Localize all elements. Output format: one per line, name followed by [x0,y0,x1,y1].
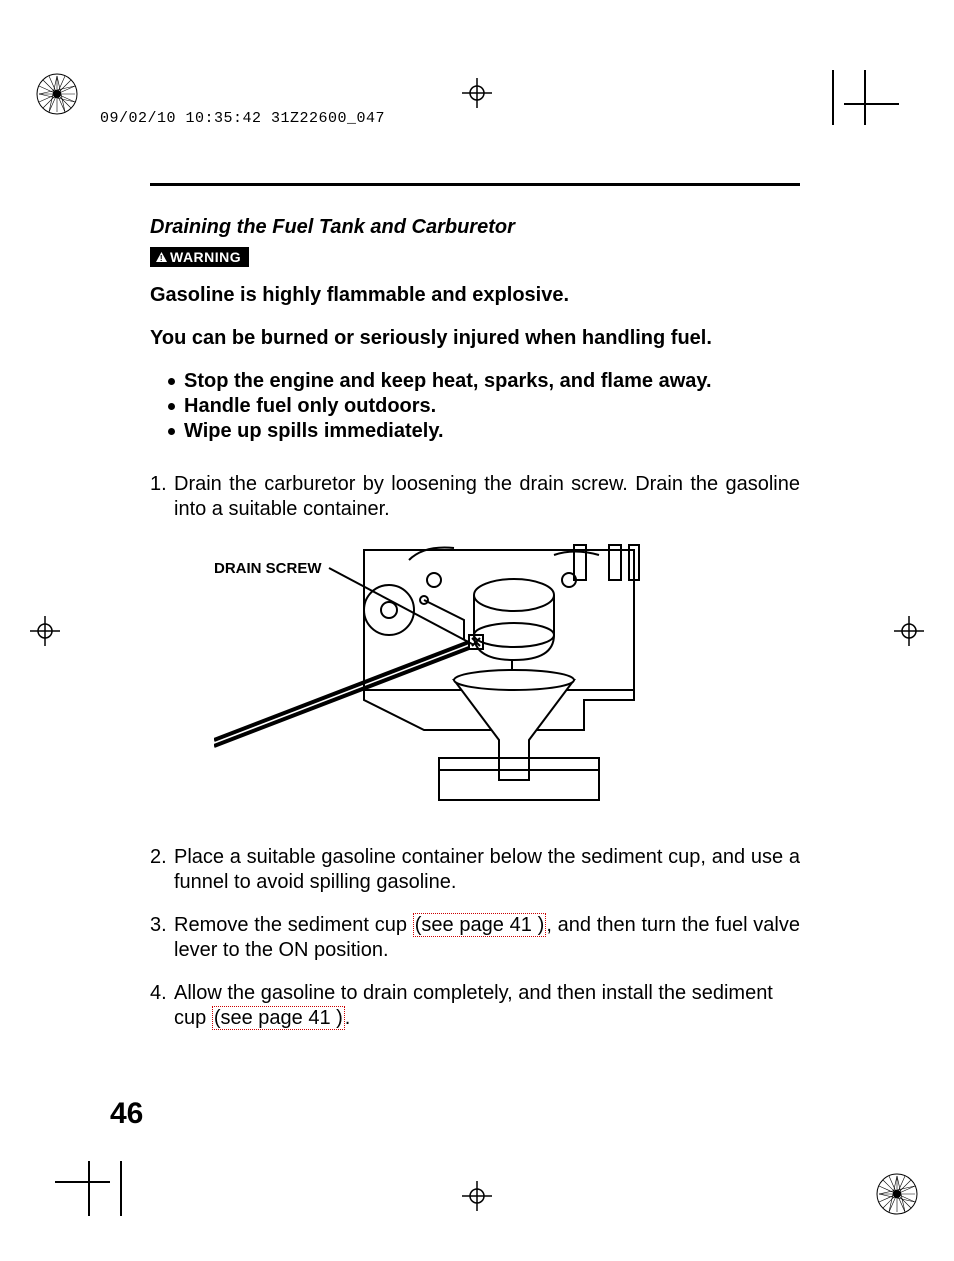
crop-mark [120,1161,122,1216]
step-2: Place a suitable gasoline container belo… [150,845,800,895]
procedure-steps: Drain the carburetor by loosening the dr… [150,472,800,1031]
figure-callout-label: DRAIN SCREW [214,560,322,579]
crop-mark [55,1181,110,1183]
crop-mark [88,1161,90,1216]
carburetor-illustration [214,540,684,810]
registration-mark-bottom [462,1181,492,1211]
step-text-part: Remove the sediment cup [174,914,413,936]
page-cross-reference-link[interactable]: (see page 41 ) [413,913,547,937]
starburst-mark-top-left [35,72,79,116]
warning-badge: ! WARNING [150,247,249,267]
registration-mark-right [894,616,924,646]
warning-bullet: Wipe up spills immediately. [168,419,800,444]
warning-paragraph-1: Gasoline is highly flammable and explosi… [150,283,800,308]
starburst-mark-bottom-right [875,1172,919,1216]
warning-paragraph-2: You can be burned or seriously injured w… [150,326,800,351]
rule-line [150,183,800,186]
crop-mark [844,103,899,105]
section-title: Draining the Fuel Tank and Carburetor [150,216,800,239]
crop-mark [864,70,866,125]
warning-bullet: Stop the engine and keep heat, sparks, a… [168,369,800,394]
step-text: Drain the carburetor by loosening the dr… [174,473,800,520]
step-text-part: . [345,1007,351,1029]
manual-page: 09/02/10 10:35:42 31Z22600_047 Draining … [0,0,954,1261]
registration-mark-left [30,616,60,646]
drain-screw-figure: DRAIN SCREW [214,540,800,817]
step-1: Drain the carburetor by loosening the dr… [150,472,800,817]
page-content: Draining the Fuel Tank and Carburetor ! … [150,183,800,1049]
crop-mark [832,70,834,125]
header-stamp: 09/02/10 10:35:42 31Z22600_047 [100,110,385,127]
step-3: Remove the sediment cup (see page 41 ), … [150,913,800,963]
svg-text:!: ! [160,254,163,262]
warning-triangle-icon: ! [156,249,167,265]
warning-bullet-list: Stop the engine and keep heat, sparks, a… [168,369,800,444]
warning-bullet: Handle fuel only outdoors. [168,394,800,419]
page-cross-reference-link[interactable]: (see page 41 ) [212,1006,345,1030]
warning-label-text: WARNING [170,249,241,265]
registration-mark-top [462,78,492,108]
step-4: Allow the gasoline to drain completely, … [150,981,800,1031]
page-number: 46 [110,1097,143,1131]
